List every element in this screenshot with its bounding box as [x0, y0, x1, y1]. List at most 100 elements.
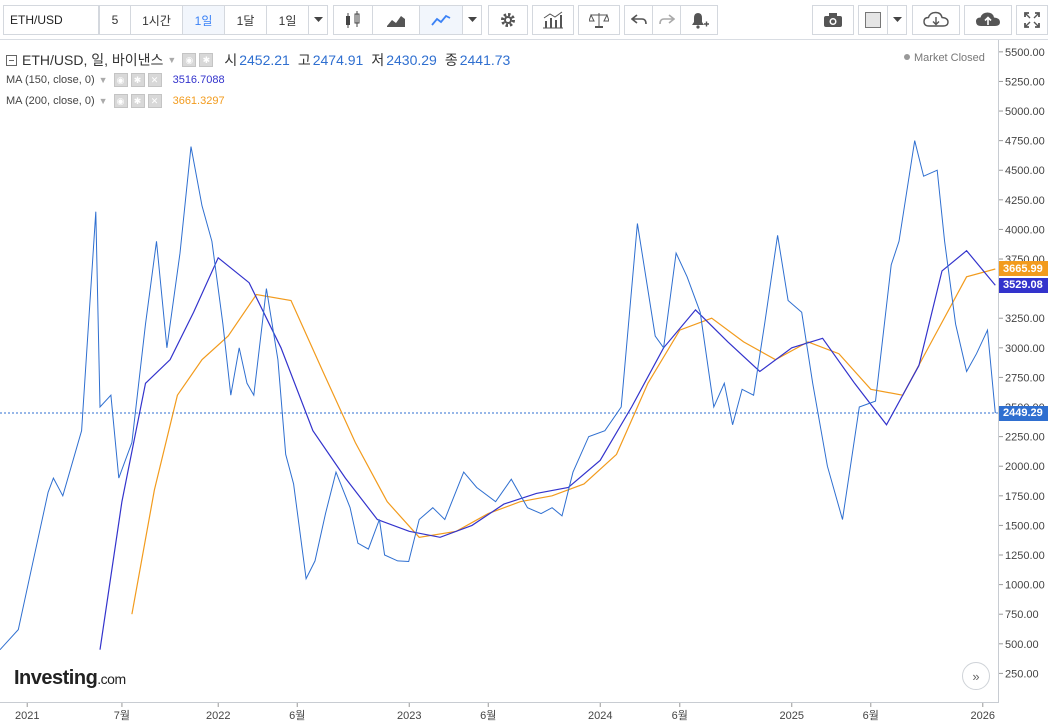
close-label: 종 — [444, 52, 458, 68]
settings-button[interactable] — [488, 5, 528, 35]
price-line[interactable] — [0, 140, 996, 651]
logo-suffix: .com — [97, 671, 126, 687]
time-axis-label: 2024 — [588, 710, 612, 722]
save-layout-button[interactable] — [964, 5, 1012, 35]
scroll-to-end-button[interactable]: » — [962, 662, 990, 690]
price-axis-label: 500.00 — [1005, 639, 1039, 651]
area-chart-icon — [387, 16, 405, 27]
scale-icon — [589, 13, 609, 28]
price-axis-label: 1000.00 — [1005, 580, 1045, 592]
gear-icon[interactable]: ✱ — [130, 94, 145, 108]
ma150-label: MA (150, close, 0) — [6, 74, 95, 86]
interval-5[interactable]: 5 — [99, 5, 131, 35]
redo-button[interactable] — [652, 5, 681, 35]
undo-icon — [630, 14, 647, 25]
candlestick-icon — [346, 11, 360, 28]
high-label: 고 — [297, 52, 311, 68]
legend-title: ETH/USD, 일, 바이낸스 — [22, 52, 164, 68]
price-axis-label: 1750.00 — [1005, 491, 1045, 503]
price-axis-label: 250.00 — [1005, 668, 1039, 680]
interval-1day[interactable]: 1일 — [182, 5, 225, 35]
price-axis-label: 5500.00 — [1005, 47, 1045, 59]
legend-main-row: ETH/USD, 일, 바이낸스 ▼ ◉ ✱ 시 2452.21 고 2474.91… — [6, 50, 510, 70]
close-value: 2441.73 — [459, 52, 511, 68]
price-axis[interactable]: 250.00 500.00 750.00 1000.00 1250.00 1500.00 1… — [999, 47, 1045, 681]
close-icon[interactable]: ✕ — [147, 94, 162, 108]
price-axis-label: 2000.00 — [1005, 461, 1045, 473]
price-axis-label: 2250.00 — [1005, 432, 1045, 444]
caret-down-icon[interactable]: ▼ — [98, 96, 108, 106]
interval-dropdown-button[interactable] — [308, 5, 328, 35]
chart-toolbar: 5 1시간 1일 1달 1일 — [0, 0, 1048, 40]
interval-1day-alt[interactable]: 1일 — [266, 5, 309, 35]
gear-icon — [501, 13, 515, 27]
caret-down-icon — [892, 17, 902, 22]
caret-down-icon[interactable]: ▼ — [167, 55, 177, 65]
time-axis-label: 2025 — [780, 710, 804, 722]
ma150-line[interactable] — [99, 249, 996, 650]
time-axis-label: 7월 — [114, 709, 130, 722]
logo-text: Investing — [14, 667, 98, 689]
price-axis-label: 3250.00 — [1005, 313, 1045, 325]
cloud-upload-icon — [976, 12, 1000, 26]
open-label: 시 — [224, 52, 238, 68]
chart-type-dropdown-button[interactable] — [462, 5, 482, 35]
investing-logo: Investing.com — [14, 667, 126, 690]
price-axis-label: 5250.00 — [1005, 76, 1045, 88]
area-chart-button[interactable] — [372, 5, 420, 35]
layout-dropdown-button[interactable] — [887, 5, 907, 35]
high-value: 2474.91 — [312, 52, 364, 68]
gear-icon[interactable]: ✱ — [130, 73, 145, 87]
time-axis[interactable]: 2021 7월 2022 6월 2023 6월 2024 6월 2025 6월 2026 — [15, 703, 995, 722]
symbol-input[interactable] — [3, 5, 99, 35]
compare-button[interactable] — [578, 5, 620, 35]
eye-icon[interactable]: ◉ — [113, 94, 128, 108]
price-axis-label: 4000.00 — [1005, 224, 1045, 236]
market-status-text: Market Closed — [914, 52, 985, 64]
indicators-button[interactable] — [532, 5, 574, 35]
screenshot-button[interactable] — [812, 5, 854, 35]
price-axis-label: 5000.00 — [1005, 106, 1045, 118]
price-axis-label: 3000.00 — [1005, 343, 1045, 355]
cloud-download-icon — [923, 11, 949, 27]
fullscreen-button[interactable] — [1016, 5, 1048, 35]
price-axis-label: 4250.00 — [1005, 195, 1045, 207]
redo-icon — [658, 14, 675, 25]
eye-icon[interactable]: ◉ — [182, 53, 197, 67]
interval-1hour[interactable]: 1시간 — [130, 5, 183, 35]
add-alert-button[interactable] — [680, 5, 718, 35]
load-layout-button[interactable] — [912, 5, 960, 35]
ma150-value: 3516.7088 — [172, 74, 225, 86]
interval-1month[interactable]: 1달 — [224, 5, 267, 35]
caret-down-icon[interactable]: ▼ — [98, 75, 108, 85]
legend-ma150-row: MA (150, close, 0) ▼ ◉ ✱ ✕ 3516.7088 — [6, 73, 225, 87]
price-axis-label: 2750.00 — [1005, 372, 1045, 384]
layout-button[interactable] — [858, 5, 888, 35]
price-axis-label: 4750.00 — [1005, 136, 1045, 148]
status-dot-icon — [904, 54, 910, 60]
legend-ma200-row: MA (200, close, 0) ▼ ◉ ✱ ✕ 3661.3297 — [6, 94, 225, 108]
market-status: Market Closed — [904, 52, 985, 64]
open-value: 2452.21 — [239, 52, 290, 68]
time-axis-label: 6월 — [480, 709, 496, 722]
double-chevron-right-icon: » — [972, 668, 980, 684]
caret-down-icon — [313, 17, 323, 22]
price-axis-label: 1500.00 — [1005, 520, 1045, 532]
time-axis-label: 6월 — [863, 709, 879, 722]
collapse-legend-icon[interactable] — [6, 54, 17, 66]
low-label: 저 — [371, 52, 385, 68]
ma150-price-tag: 3529.08 — [999, 277, 1048, 293]
ma200-price-tag: 3665.99 — [999, 261, 1048, 277]
time-axis-label: 2021 — [15, 710, 39, 722]
caret-down-icon — [467, 17, 477, 22]
price-axis-label: 4500.00 — [1005, 165, 1045, 177]
price-axis-label: 1250.00 — [1005, 550, 1045, 562]
ma200-line[interactable] — [131, 268, 996, 615]
eye-icon[interactable]: ◉ — [113, 73, 128, 87]
time-axis-label: 2022 — [206, 710, 230, 722]
close-icon[interactable]: ✕ — [147, 73, 162, 87]
time-axis-label: 2023 — [397, 710, 421, 722]
ma200-label: MA (200, close, 0) — [6, 95, 95, 107]
gear-icon[interactable]: ✱ — [199, 53, 214, 67]
